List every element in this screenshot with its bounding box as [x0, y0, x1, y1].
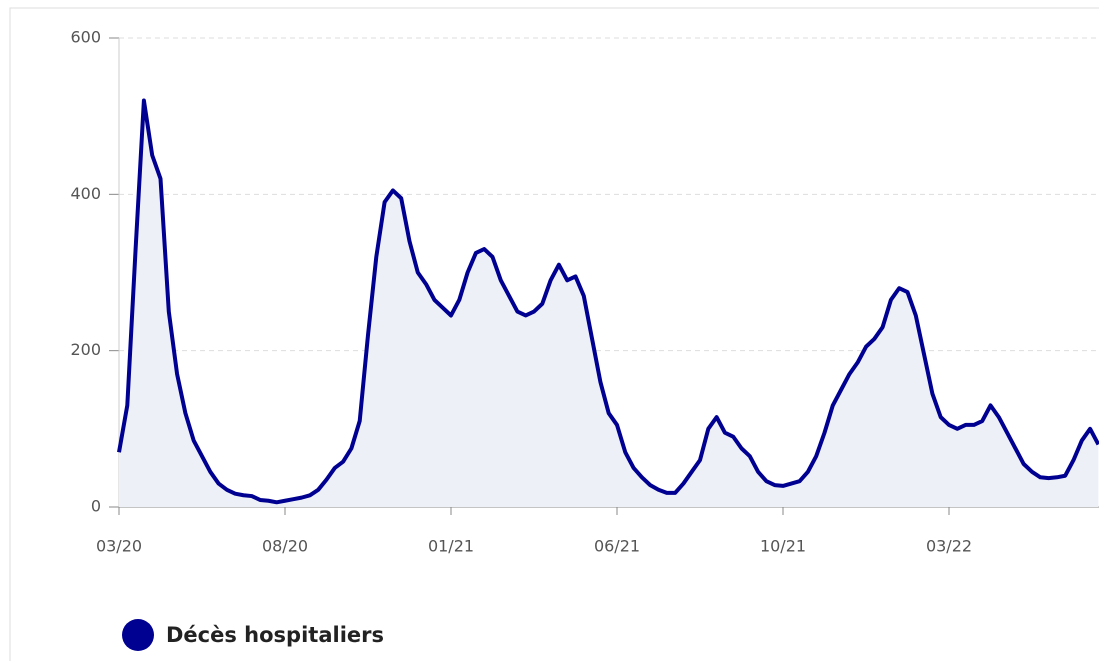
y-tick-label: 400 — [70, 184, 101, 203]
x-tick-label: 10/21 — [760, 537, 806, 556]
legend-label: Décès hospitaliers — [166, 623, 384, 647]
y-tick-label: 0 — [91, 497, 101, 516]
area — [119, 100, 1099, 508]
y-tick-label: 200 — [70, 340, 101, 359]
line — [117, 98, 1099, 505]
y-tick-label: 600 — [70, 28, 101, 47]
x-tick-label: 03/22 — [926, 537, 972, 556]
legend-marker — [122, 619, 154, 651]
x-tick-label: 06/21 — [594, 537, 640, 556]
x-tick-label: 08/20 — [262, 537, 308, 556]
x-tick-label: 03/20 — [96, 537, 142, 556]
x-tick-label: 01/21 — [428, 537, 474, 556]
frame — [9, 7, 1099, 661]
